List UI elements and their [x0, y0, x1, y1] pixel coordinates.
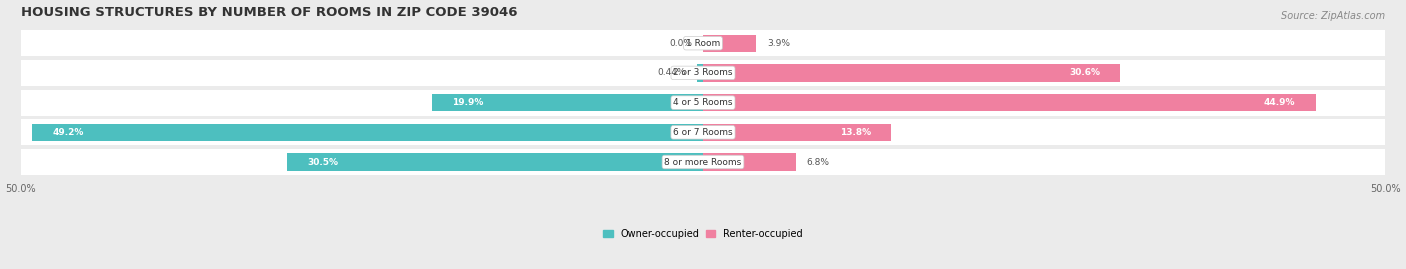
Text: HOUSING STRUCTURES BY NUMBER OF ROOMS IN ZIP CODE 39046: HOUSING STRUCTURES BY NUMBER OF ROOMS IN… — [21, 6, 517, 19]
Text: 0.44%: 0.44% — [658, 68, 686, 77]
Bar — [703, 64, 1121, 82]
Text: 30.6%: 30.6% — [1069, 68, 1099, 77]
Text: 19.9%: 19.9% — [451, 98, 484, 107]
Bar — [21, 60, 1385, 86]
Text: 13.8%: 13.8% — [839, 128, 870, 137]
Legend: Owner-occupied, Renter-occupied: Owner-occupied, Renter-occupied — [599, 225, 807, 243]
Text: 30.5%: 30.5% — [308, 158, 339, 167]
Text: 1 Room: 1 Room — [686, 39, 720, 48]
Text: 44.9%: 44.9% — [1264, 98, 1295, 107]
Bar — [703, 35, 756, 52]
Text: 0.0%: 0.0% — [669, 39, 692, 48]
Text: 6 or 7 Rooms: 6 or 7 Rooms — [673, 128, 733, 137]
Bar — [703, 94, 1316, 111]
Bar — [32, 124, 703, 141]
Bar — [703, 124, 891, 141]
Text: 6.8%: 6.8% — [807, 158, 830, 167]
Bar — [21, 149, 1385, 175]
Bar — [21, 30, 1385, 56]
Text: 8 or more Rooms: 8 or more Rooms — [665, 158, 741, 167]
Bar — [21, 90, 1385, 116]
Bar — [697, 64, 703, 82]
Text: 2 or 3 Rooms: 2 or 3 Rooms — [673, 68, 733, 77]
Text: 4 or 5 Rooms: 4 or 5 Rooms — [673, 98, 733, 107]
Text: Source: ZipAtlas.com: Source: ZipAtlas.com — [1281, 11, 1385, 21]
Text: 49.2%: 49.2% — [52, 128, 83, 137]
Bar — [287, 153, 703, 171]
Bar — [432, 94, 703, 111]
Bar — [21, 119, 1385, 145]
Text: 3.9%: 3.9% — [768, 39, 790, 48]
Bar — [703, 153, 796, 171]
